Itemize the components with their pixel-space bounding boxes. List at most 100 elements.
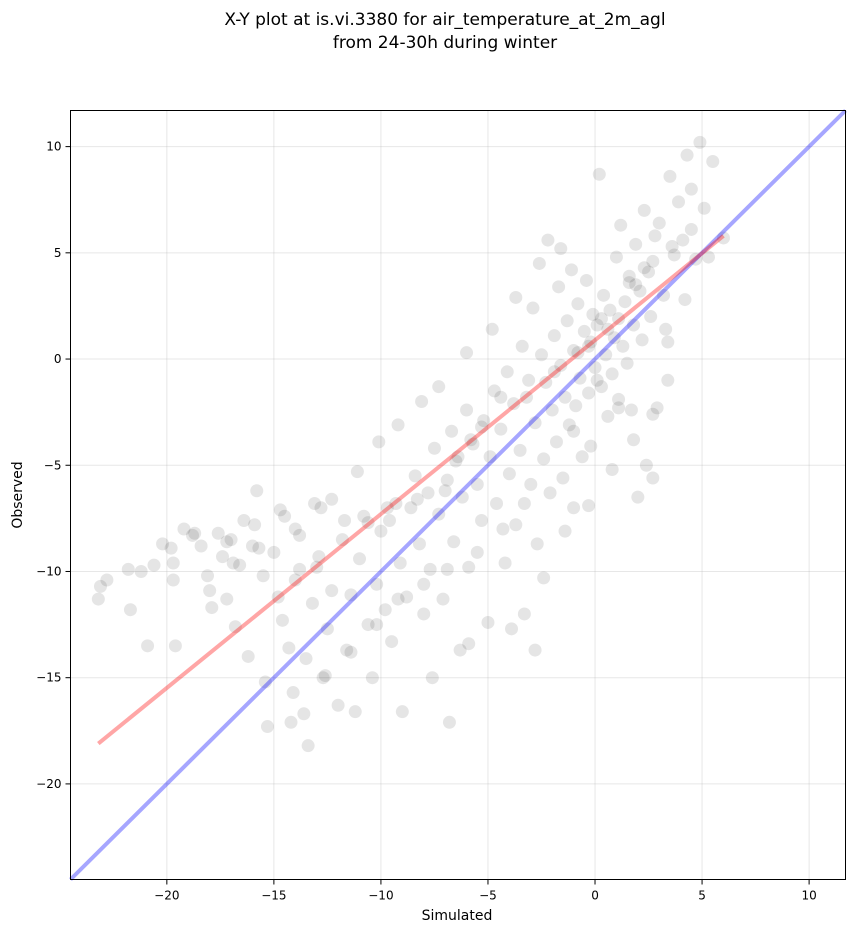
scatter-point (622, 276, 636, 290)
scatter-point (147, 558, 161, 572)
scatter-point (410, 492, 424, 506)
scatter-point (528, 416, 542, 430)
scatter-point (594, 312, 608, 326)
scatter-point (571, 346, 585, 360)
scatter-point (284, 715, 298, 729)
scatter-point (627, 433, 641, 447)
scatter-point (498, 556, 512, 570)
scatter-point (520, 390, 534, 404)
scatter-point (603, 303, 617, 317)
scatter-point (91, 592, 105, 606)
scatter-point (237, 513, 251, 527)
scatter-point (517, 496, 531, 510)
scatter-point (667, 248, 681, 262)
scatter-point (485, 322, 499, 336)
scatter-point (560, 314, 574, 328)
scatter-point (273, 503, 287, 517)
scatter-point (344, 588, 358, 602)
scatter-point (554, 242, 568, 256)
scatter-point (528, 643, 542, 657)
scatter-point (168, 639, 182, 653)
scatter-point (357, 509, 371, 523)
scatter-point (637, 203, 651, 217)
scatter-point (445, 424, 459, 438)
x-tick-label: −10 (368, 889, 393, 903)
scatter-point (216, 550, 230, 564)
plot-frame (70, 110, 846, 880)
x-tick-label: 10 (801, 889, 816, 903)
scatter-point (558, 524, 572, 538)
scatter-point (275, 613, 289, 627)
scatter-point (612, 392, 626, 406)
scatter-point (340, 643, 354, 657)
scatter-point (500, 365, 514, 379)
scatter-point (496, 522, 510, 536)
scatter-point (288, 573, 302, 587)
scatter-point (706, 154, 720, 168)
scatter-point (569, 399, 583, 413)
scatter-point (220, 535, 234, 549)
scatter-point (455, 490, 469, 504)
scatter-point (308, 496, 322, 510)
scatter-point (380, 501, 394, 515)
x-tick-label: −20 (154, 889, 179, 903)
y-tick-label: 5 (54, 246, 62, 260)
scatter-point (400, 590, 414, 604)
scatter-point (475, 420, 489, 434)
scatter-point (278, 509, 292, 523)
scatter-point (547, 329, 561, 343)
scatter-point (211, 526, 225, 540)
scatter-point (502, 467, 516, 481)
scatter-point (646, 407, 660, 421)
y-axis-label: Observed (10, 461, 26, 528)
scatter-point (659, 322, 673, 336)
scatter-point (597, 288, 611, 302)
scatter-point (260, 720, 274, 734)
scatter-point (460, 403, 474, 417)
scatter-point (652, 216, 666, 230)
scatter-point (440, 562, 454, 576)
scatter-point (344, 645, 358, 659)
scatter-point (509, 290, 523, 304)
scatter-point (427, 441, 441, 455)
scatter-point (166, 573, 180, 587)
scatter-point (487, 384, 501, 398)
scatter-point (370, 577, 384, 591)
scatter-point (494, 390, 508, 404)
scatter-point (220, 592, 234, 606)
scatter-point (177, 522, 191, 536)
scatter-point (684, 222, 698, 236)
y-tick-label: −5 (44, 458, 62, 472)
scatter-point (258, 675, 272, 689)
scatter-point (475, 513, 489, 527)
scatter-point (325, 492, 339, 506)
scatter-point (505, 622, 519, 636)
scatter-point (532, 256, 546, 270)
scatter-point (693, 135, 707, 149)
scatter-point (605, 463, 619, 477)
scatter-point (507, 397, 521, 411)
scatter-point (331, 698, 345, 712)
scatter-point (391, 418, 405, 432)
scatter-point (594, 380, 608, 394)
scatter-point (622, 269, 636, 283)
scatter-point (549, 435, 563, 449)
scatter-point (509, 518, 523, 532)
scatter-point (639, 458, 653, 472)
scatter-point (530, 537, 544, 551)
scatter-point (256, 569, 270, 583)
scatter-point (188, 526, 202, 540)
scatter-point (385, 635, 399, 649)
scatter-point (588, 361, 602, 375)
scatter-point (582, 386, 596, 400)
scatter-point (391, 592, 405, 606)
scatter-point (226, 556, 240, 570)
scatter-point (627, 318, 641, 332)
scatter-point (562, 418, 576, 432)
scatter-point (661, 373, 675, 387)
scatter-point (442, 715, 456, 729)
scatter-point (395, 705, 409, 719)
scatter-point (522, 373, 536, 387)
scatter-point (612, 401, 626, 415)
grid-lines (70, 110, 846, 880)
